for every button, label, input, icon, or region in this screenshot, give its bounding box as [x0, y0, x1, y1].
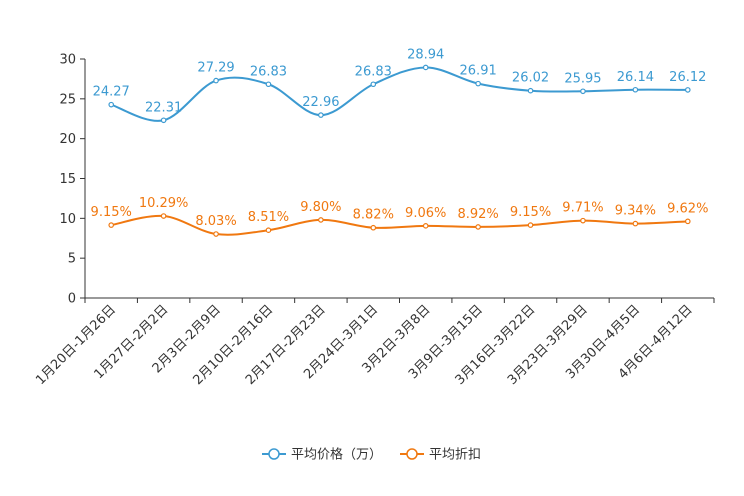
data-point[interactable] — [475, 224, 481, 230]
data-label: 22.96 — [302, 95, 339, 110]
data-point[interactable] — [684, 87, 691, 93]
data-point[interactable] — [684, 218, 691, 225]
data-point[interactable] — [265, 81, 272, 88]
legend-swatch-marker — [268, 448, 280, 460]
legend-item-avg-discount[interactable]: 平均折扣 — [400, 448, 481, 463]
data-label: 26.91 — [460, 64, 497, 79]
y-tick-label: 20 — [59, 132, 76, 147]
y-tick-label: 0 — [68, 292, 76, 307]
data-label: 26.12 — [669, 70, 706, 85]
data-point[interactable] — [370, 81, 377, 88]
data-point[interactable] — [318, 217, 324, 223]
data-point[interactable] — [213, 231, 219, 237]
data-point[interactable] — [370, 224, 377, 231]
y-tick-label: 15 — [59, 172, 76, 187]
data-label: 9.71% — [562, 201, 603, 216]
data-label: 8.03% — [195, 214, 236, 229]
data-point[interactable] — [632, 86, 639, 93]
series-avg-discount: 9.15% 10.29% 8.03% 8.51% 9.80% 8.82% 9.06% 8.92… — [91, 196, 708, 237]
data-label: 26.83 — [355, 64, 392, 79]
data-point[interactable] — [422, 64, 429, 71]
data-label: 26.14 — [617, 70, 654, 85]
data-label: 22.31 — [145, 100, 182, 115]
y-tick-label: 25 — [59, 92, 76, 107]
axes — [84, 59, 714, 299]
series-line — [111, 214, 688, 236]
legend-swatch-marker — [406, 448, 418, 460]
data-point[interactable] — [318, 112, 324, 118]
data-label: 28.94 — [407, 47, 444, 62]
data-point[interactable] — [213, 77, 219, 84]
legend-label: 平均价格（万） — [291, 447, 382, 463]
data-label: 9.15% — [91, 205, 132, 220]
data-point[interactable] — [527, 87, 534, 94]
series-layer: 24.27 22.31 27.29 26.83 22.96 26.83 28.94 26.91… — [91, 47, 708, 237]
data-label: 9.15% — [510, 205, 551, 220]
y-tick-label: 5 — [68, 252, 76, 267]
data-point[interactable] — [265, 227, 272, 234]
data-label: 8.51% — [248, 210, 289, 225]
data-label: 9.06% — [405, 206, 446, 221]
data-label: 26.02 — [512, 71, 549, 86]
data-point[interactable] — [422, 223, 429, 229]
data-label: 9.62% — [667, 201, 708, 216]
data-label: 24.27 — [93, 85, 130, 100]
data-label: 9.80% — [300, 200, 341, 215]
data-label: 9.34% — [615, 204, 656, 219]
data-label: 10.29% — [139, 196, 189, 211]
y-tick-label: 10 — [59, 212, 76, 227]
data-point[interactable] — [160, 117, 167, 124]
data-point[interactable] — [160, 213, 167, 219]
data-point[interactable] — [580, 217, 586, 224]
data-label: 27.29 — [197, 61, 234, 76]
y-tick-label: 30 — [59, 53, 76, 68]
data-point[interactable] — [475, 80, 481, 87]
data-label: 8.82% — [353, 208, 394, 223]
data-point[interactable] — [108, 222, 115, 228]
data-point[interactable] — [580, 88, 586, 95]
data-point[interactable] — [527, 222, 534, 228]
x-axis-ticks: 1月20日-1月26日1月27日-2月2日2月3日-2月9日2月10日-2月16… — [33, 298, 715, 388]
data-label: 8.92% — [457, 207, 498, 222]
legend: 平均价格（万） 平均折扣 — [262, 447, 481, 463]
y-axis-ticks: 0 5 10 15 20 25 30 — [59, 53, 85, 307]
legend-item-avg-price[interactable]: 平均价格（万） — [262, 447, 382, 463]
data-point[interactable] — [632, 220, 639, 227]
series-avg-price: 24.27 22.31 27.29 26.83 22.96 26.83 28.94 26.91… — [93, 47, 706, 124]
data-label: 25.95 — [564, 71, 601, 86]
data-label: 26.83 — [250, 64, 287, 79]
legend-label: 平均折扣 — [429, 448, 481, 463]
data-point[interactable] — [108, 101, 115, 108]
